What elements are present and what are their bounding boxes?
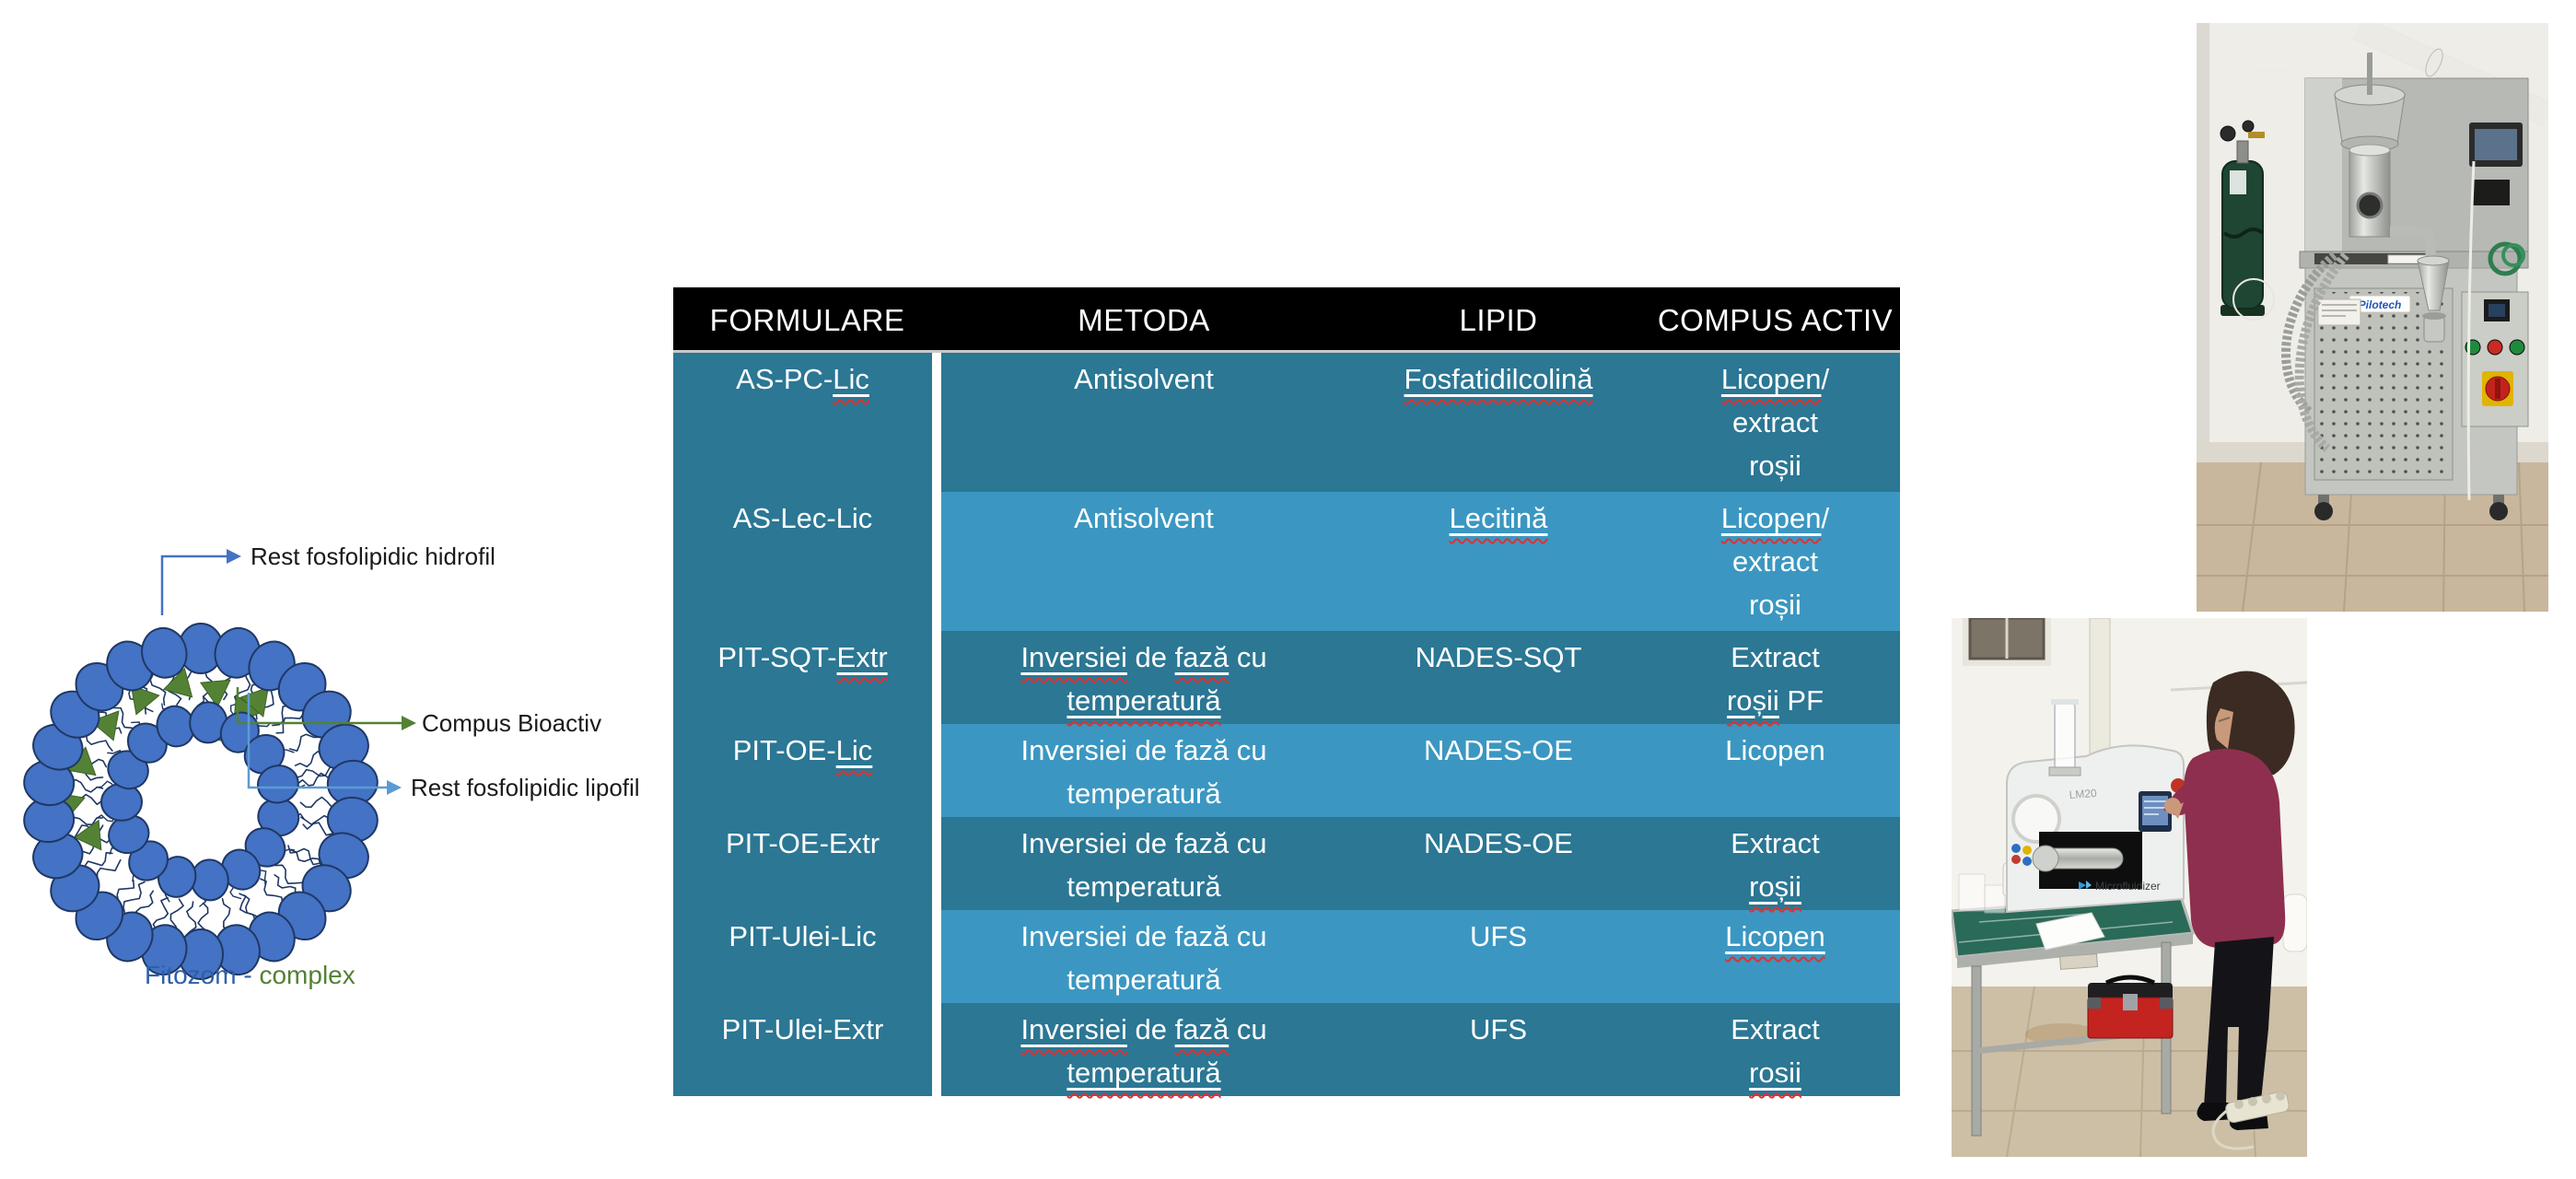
cell-metoda: Inversiei de fază cu temperatură bbox=[941, 910, 1346, 1003]
cell-compus-activ: Extract roșii bbox=[1650, 817, 1900, 910]
spellchecked-word: roșii bbox=[1726, 684, 1779, 717]
cell-formulare: PIT-Ulei-Lic bbox=[673, 910, 941, 1003]
spellchecked-word: Lecitină bbox=[1449, 502, 1548, 534]
gas-cylinder bbox=[2220, 120, 2275, 321]
cell-formulare: AS-PC-Lic bbox=[673, 353, 941, 492]
cell-metoda: Inversiei de fază cu temperatură bbox=[941, 724, 1346, 817]
column-header-lipid: LIPID bbox=[1346, 287, 1650, 353]
cell-formulare: PIT-OE-Extr bbox=[673, 817, 941, 910]
cell-compus-activ: Licopen bbox=[1650, 910, 1900, 1003]
safety-stickers bbox=[2011, 844, 2032, 866]
spellchecked-word: temperatură bbox=[1067, 684, 1221, 717]
cell-lipid: UFS bbox=[1346, 1003, 1650, 1096]
operator-person bbox=[2163, 671, 2295, 1130]
arrow-right-icon bbox=[402, 716, 416, 730]
cell-compus-activ: Licopen bbox=[1650, 724, 1900, 817]
cell-lipid: NADES-OE bbox=[1346, 724, 1650, 817]
pump-module bbox=[2473, 180, 2510, 205]
label-hydrophilic: Rest fosfolipidic hidrofil bbox=[251, 543, 495, 570]
table-row: PIT-Ulei-Extr Inversiei de fază cu tempera… bbox=[673, 1003, 1900, 1096]
spellchecked-word: fază bbox=[1174, 1013, 1230, 1045]
table-row: AS-Lec-Lic Antisolvent Lecitină Licopen/ext… bbox=[673, 492, 1900, 631]
cell-compus-activ: Licopen/extract roșii bbox=[1650, 353, 1900, 492]
photo-spray-dryer: Pilotech bbox=[2197, 23, 2548, 612]
column-header-metoda: METODA bbox=[941, 287, 1346, 353]
photo-microfluidizer-operator: LM20 Microfluidizer bbox=[1952, 618, 2307, 1157]
bioactive-connector bbox=[236, 687, 416, 730]
brand-label: Pilotech bbox=[2349, 295, 2411, 313]
cell-lipid: Fosfatidilcolină bbox=[1346, 353, 1650, 492]
table-header-row: FORMULARE METODA LIPID COMPUS ACTIV bbox=[673, 287, 1900, 353]
label-bioactive: Compus Bioactiv bbox=[422, 709, 601, 737]
cell-formulare: AS-Lec-Lic bbox=[673, 492, 941, 631]
cell-formulare: PIT-SQT-Extr bbox=[673, 631, 941, 724]
cell-formulare: PIT-OE-Lic bbox=[673, 724, 941, 817]
spellchecked-word: Lic bbox=[833, 363, 869, 395]
cell-metoda: Inversiei de fază cu temperatură bbox=[941, 631, 1346, 724]
spellchecked-word: Inversiei bbox=[1020, 1013, 1127, 1045]
spellchecked-word: Licopen bbox=[1725, 920, 1825, 952]
hydrophilic-connector bbox=[160, 549, 241, 615]
power-strip bbox=[2211, 1091, 2290, 1150]
brand-text: Pilotech bbox=[2359, 298, 2402, 311]
spellchecked-word: Extr bbox=[836, 641, 888, 673]
brand-text: Microfluidizer bbox=[2095, 880, 2161, 893]
spellchecked-word: Lic bbox=[835, 734, 873, 766]
label-lipophilic: Rest fosfolipidic lipofil bbox=[411, 774, 640, 801]
spellchecked-word: Inversiei bbox=[1020, 641, 1127, 673]
cell-metoda: Inversiei de fază cu temperatură bbox=[941, 1003, 1346, 1096]
liposome-diagram: Rest fosfolipidic hidrofil Compus Bioact… bbox=[23, 543, 640, 989]
spellchecked-word: fază bbox=[1174, 641, 1230, 673]
column-header-formulare: FORMULARE bbox=[673, 287, 941, 353]
diagram-caption: Fitozom - complex bbox=[145, 961, 356, 989]
corrugated-hoses bbox=[2281, 251, 2349, 452]
machine-touchscreen bbox=[2139, 791, 2172, 832]
spellchecked-word: rosii bbox=[1749, 1056, 1801, 1089]
model-text: LM20 bbox=[2069, 787, 2097, 801]
tubing bbox=[2466, 160, 2476, 501]
spellchecked-word: Fosfatidilcolină bbox=[1404, 363, 1593, 395]
table-row: PIT-Ulei-Lic Inversiei de fază cu temperat… bbox=[673, 910, 1900, 1003]
table-row: PIT-SQT-Extr Inversiei de fază cu temperat… bbox=[673, 631, 1900, 724]
cell-lipid: UFS bbox=[1346, 910, 1650, 1003]
table-row: PIT-OE-Extr Inversiei de fază cu temperatu… bbox=[673, 817, 1900, 910]
lipophilic-connector bbox=[247, 693, 402, 795]
green-hose-coil bbox=[2488, 241, 2525, 276]
control-panel bbox=[2461, 291, 2529, 427]
table-row: AS-PC-Lic Antisolvent Fosfatidilcolină Lico… bbox=[673, 353, 1900, 492]
brand-mark: Microfluidizer bbox=[2079, 880, 2161, 893]
cell-metoda: Antisolvent bbox=[941, 353, 1346, 492]
table-row: PIT-OE-Lic Inversiei de fază cu temperatur… bbox=[673, 724, 1900, 817]
spray-dryer-machine: Pilotech bbox=[2231, 49, 2529, 520]
cell-lipid: NADES-OE bbox=[1346, 817, 1650, 910]
cell-compus-activ: Extract rosii bbox=[1650, 1003, 1900, 1096]
sink bbox=[2282, 893, 2307, 952]
spellchecked-word: Licopen bbox=[1720, 363, 1822, 395]
cyclone-separator bbox=[2390, 226, 2450, 343]
cell-lipid: Lecitină bbox=[1346, 492, 1650, 631]
cell-metoda: Antisolvent bbox=[941, 492, 1346, 631]
spellchecked-word: roșii bbox=[1749, 870, 1801, 903]
formulations-table: FORMULARE METODA LIPID COMPUS ACTIV AS-P… bbox=[673, 287, 1900, 1096]
cell-lipid: NADES-SQT bbox=[1346, 631, 1650, 724]
spellchecked-word: temperatură bbox=[1067, 1056, 1221, 1089]
cell-metoda: Inversiei de fază cu temperatură bbox=[941, 817, 1346, 910]
cell-compus-activ: Licopen/extract roșii bbox=[1650, 492, 1900, 631]
toolbox bbox=[2087, 975, 2174, 1039]
column-header-compus-activ: COMPUS ACTIV bbox=[1650, 287, 1900, 353]
arrow-right-icon bbox=[227, 549, 241, 564]
cell-compus-activ: Extract roșii PF bbox=[1650, 631, 1900, 724]
cell-formulare: PIT-Ulei-Extr bbox=[673, 1003, 941, 1096]
drying-chamber bbox=[2231, 49, 2406, 326]
spellchecked-word: Licopen bbox=[1720, 502, 1822, 534]
arrow-right-icon bbox=[387, 780, 402, 795]
reservoir-column bbox=[2048, 699, 2081, 776]
window bbox=[1963, 618, 2051, 666]
liposome-body bbox=[23, 623, 379, 980]
casters bbox=[2314, 495, 2508, 520]
microfluidizer-machine: LM20 Microfluidizer bbox=[2006, 699, 2186, 914]
